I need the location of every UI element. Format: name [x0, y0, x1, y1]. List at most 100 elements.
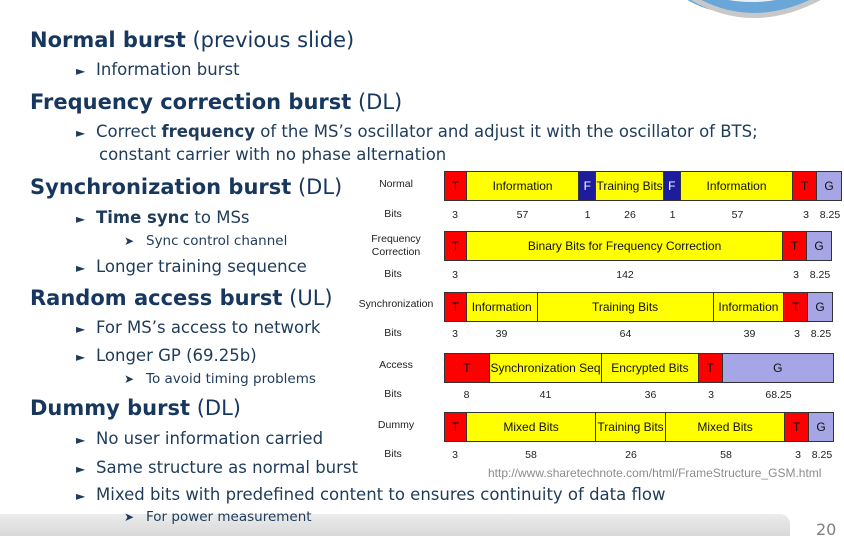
burst-segment: G — [809, 413, 833, 441]
segment-bit-count: 64 — [619, 328, 632, 340]
arrow-bullet-icon: ► — [76, 322, 86, 336]
burst-segment: Information — [466, 172, 580, 200]
segment-bit-count: 58 — [720, 449, 732, 461]
segment-bit-count: 8.25 — [811, 449, 833, 461]
burst-row-label: Synchronization — [358, 298, 434, 310]
segment-bit-count: 1 — [584, 209, 591, 221]
heading-frequency-correction-burst: Frequency correction burst (DL) — [30, 90, 403, 114]
burst-segment: Information — [713, 293, 785, 321]
burst-segment: G — [808, 293, 832, 321]
burst-segment: F — [579, 172, 597, 200]
burst-segment: Mixed Bits — [466, 413, 597, 441]
bullet-sync-time: ► Time sync to MSs — [76, 208, 250, 227]
segment-bit-count: 3 — [803, 209, 809, 221]
burst-segment: T — [793, 172, 818, 200]
bullet-sync-training: ► Longer training sequence — [76, 257, 307, 276]
burst-segment: Training Bits — [537, 293, 714, 321]
segment-bit-count: 26 — [624, 209, 636, 221]
burst-segment: T — [445, 413, 467, 441]
burst-segment: T — [445, 293, 467, 321]
burst-segment: Mixed Bits — [665, 413, 786, 441]
segment-bit-count: 39 — [743, 328, 756, 340]
heading-dummy-burst: Dummy burst (DL) — [30, 396, 241, 420]
burst-segment: T — [698, 354, 723, 382]
bullet-freq-correct: ► Correct frequency of the MS’s oscillato… — [76, 122, 758, 141]
segment-bit-count: 3 — [452, 449, 458, 461]
burst-segment: Training Bits — [596, 172, 664, 200]
heading-normal-burst: Normal burst (previous slide) — [30, 28, 355, 52]
chevron-bullet-icon: ➤ — [124, 510, 135, 524]
heading-random-access-burst: Random access burst (UL) — [30, 286, 333, 310]
burst-segment: T — [783, 232, 808, 260]
arrow-bullet-icon: ► — [76, 433, 86, 447]
burst-bar: T Binary Bits for Frequency Correction T G — [444, 231, 832, 261]
page-number: 20 — [816, 520, 837, 539]
chevron-bullet-icon: ➤ — [124, 372, 135, 386]
segment-bit-count: 3 — [708, 389, 714, 401]
burst-segment: Information — [680, 172, 794, 200]
segment-bit-count: 3 — [452, 328, 458, 340]
bullet-access-gp: ► Longer GP (69.25b) — [76, 346, 257, 365]
arrow-bullet-icon: ► — [76, 64, 86, 78]
segment-bit-count: 68.25 — [765, 389, 792, 401]
segment-bit-count: 3 — [794, 328, 800, 340]
segment-bit-count: 39 — [495, 328, 508, 340]
burst-row-label: Normal — [379, 178, 413, 190]
segment-bit-count: 8.25 — [809, 269, 831, 281]
sub-bullet-sync-control: ➤ Sync control channel — [124, 233, 288, 249]
arrow-bullet-icon: ► — [76, 489, 86, 503]
burst-segment: G — [722, 354, 833, 382]
corner-globe-decoration — [687, 0, 821, 18]
segment-bit-count: 58 — [525, 449, 537, 461]
segment-bit-count: 57 — [516, 209, 529, 221]
burst-bar: T Information F Training Bits F Information T G — [444, 171, 842, 201]
bullet-dummy-no-info: ► No user information carried — [76, 429, 324, 448]
burst-segment: T — [445, 354, 490, 382]
arrow-bullet-icon: ► — [76, 261, 86, 275]
sub-bullet-access-timing: ➤ To avoid timing problems — [124, 371, 316, 387]
burst-row-label: Frequency Correction — [371, 233, 421, 258]
burst-bar: T Mixed Bits Training Bits Mixed Bits T G — [444, 412, 834, 442]
burst-bar: T Information Training Bits Information T G — [444, 292, 833, 322]
bullet-dummy-mixed-bits: ► Mixed bits with predefined content to e… — [76, 485, 666, 504]
bullet-access-network: ► For MS’s access to network — [76, 318, 321, 337]
burst-segment: Synchronization Seq — [489, 354, 603, 382]
segment-bit-count: 3 — [793, 269, 799, 281]
chevron-bullet-icon: ➤ — [124, 234, 135, 248]
bits-row-label: Bits — [384, 208, 402, 220]
segment-bit-count: 142 — [616, 269, 634, 281]
burst-segment: T — [445, 232, 467, 260]
segment-bit-count: 41 — [539, 389, 552, 401]
burst-segment: T — [784, 293, 809, 321]
segment-bit-count: 8 — [463, 389, 470, 401]
segment-bit-count: 26 — [625, 449, 637, 461]
burst-segment: Information — [466, 293, 538, 321]
bullet-freq-correct-line2: constant carrier with no phase alternati… — [99, 145, 447, 164]
burst-row-label: Access — [379, 359, 413, 371]
bullet-dummy-same-structure: ► Same structure as normal burst — [76, 458, 358, 477]
burst-segment: Training Bits — [596, 413, 666, 441]
segment-bit-count: 3 — [795, 449, 801, 461]
arrow-bullet-icon: ► — [76, 212, 86, 226]
burst-segment: G — [807, 232, 831, 260]
burst-segment: Binary Bits for Frequency Correction — [466, 232, 784, 260]
burst-segment: G — [817, 172, 841, 200]
segment-bit-count: 57 — [731, 209, 744, 221]
arrow-bullet-icon: ► — [76, 126, 86, 140]
burst-segment: T — [445, 172, 467, 200]
segment-bit-count: 1 — [669, 209, 676, 221]
segment-bit-count: 8.25 — [810, 328, 832, 340]
segment-bit-count: 3 — [452, 269, 458, 281]
burst-segment: T — [785, 413, 810, 441]
bits-row-label: Bits — [384, 327, 402, 339]
bits-row-label: Bits — [384, 448, 402, 460]
arrow-bullet-icon: ► — [76, 462, 86, 476]
bits-row-label: Bits — [384, 388, 402, 400]
burst-bar: T Synchronization Seq Encrypted Bits T G — [444, 353, 834, 383]
bits-row-label: Bits — [384, 268, 402, 280]
burst-row-label: Dummy — [377, 419, 415, 431]
heading-synchronization-burst: Synchronization burst (DL) — [30, 175, 343, 199]
segment-bit-count: 3 — [452, 209, 458, 221]
arrow-bullet-icon: ► — [76, 350, 86, 364]
bullet-normal-info: ► Information burst — [76, 60, 240, 79]
